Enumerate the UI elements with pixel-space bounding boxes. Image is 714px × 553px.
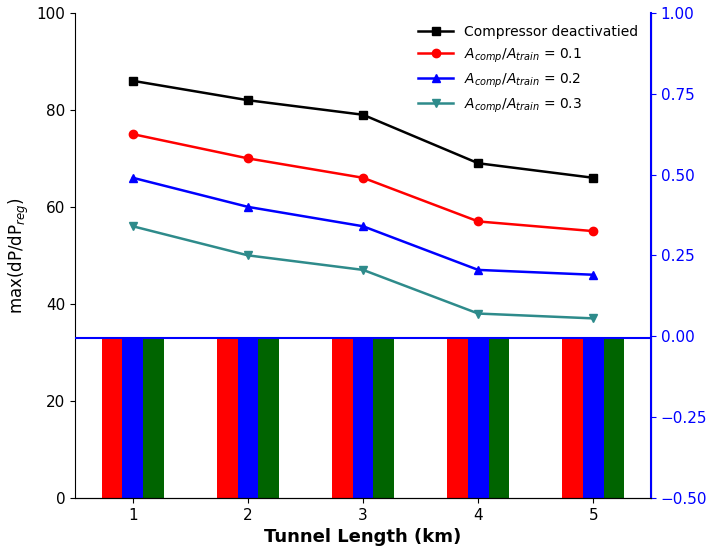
- Bar: [332, 338, 353, 498]
- Bar: [447, 338, 468, 498]
- Bar: [562, 338, 583, 498]
- Bar: [258, 338, 279, 498]
- Y-axis label: max(dP/dP$_{reg}$): max(dP/dP$_{reg}$): [7, 197, 31, 314]
- Bar: [373, 338, 394, 498]
- Bar: [102, 338, 123, 498]
- Bar: [603, 338, 624, 498]
- Bar: [217, 338, 238, 498]
- Bar: [238, 338, 258, 498]
- Bar: [468, 338, 488, 498]
- Bar: [488, 338, 509, 498]
- Bar: [583, 338, 603, 498]
- X-axis label: Tunnel Length (km): Tunnel Length (km): [264, 528, 462, 546]
- Bar: [144, 338, 164, 498]
- Bar: [123, 338, 144, 498]
- Bar: [353, 338, 373, 498]
- Legend: Compressor deactivatied, $A_{comp}/A_{train}$ = 0.1, $A_{comp}/A_{train}$ = 0.2,: Compressor deactivatied, $A_{comp}/A_{tr…: [413, 20, 644, 121]
